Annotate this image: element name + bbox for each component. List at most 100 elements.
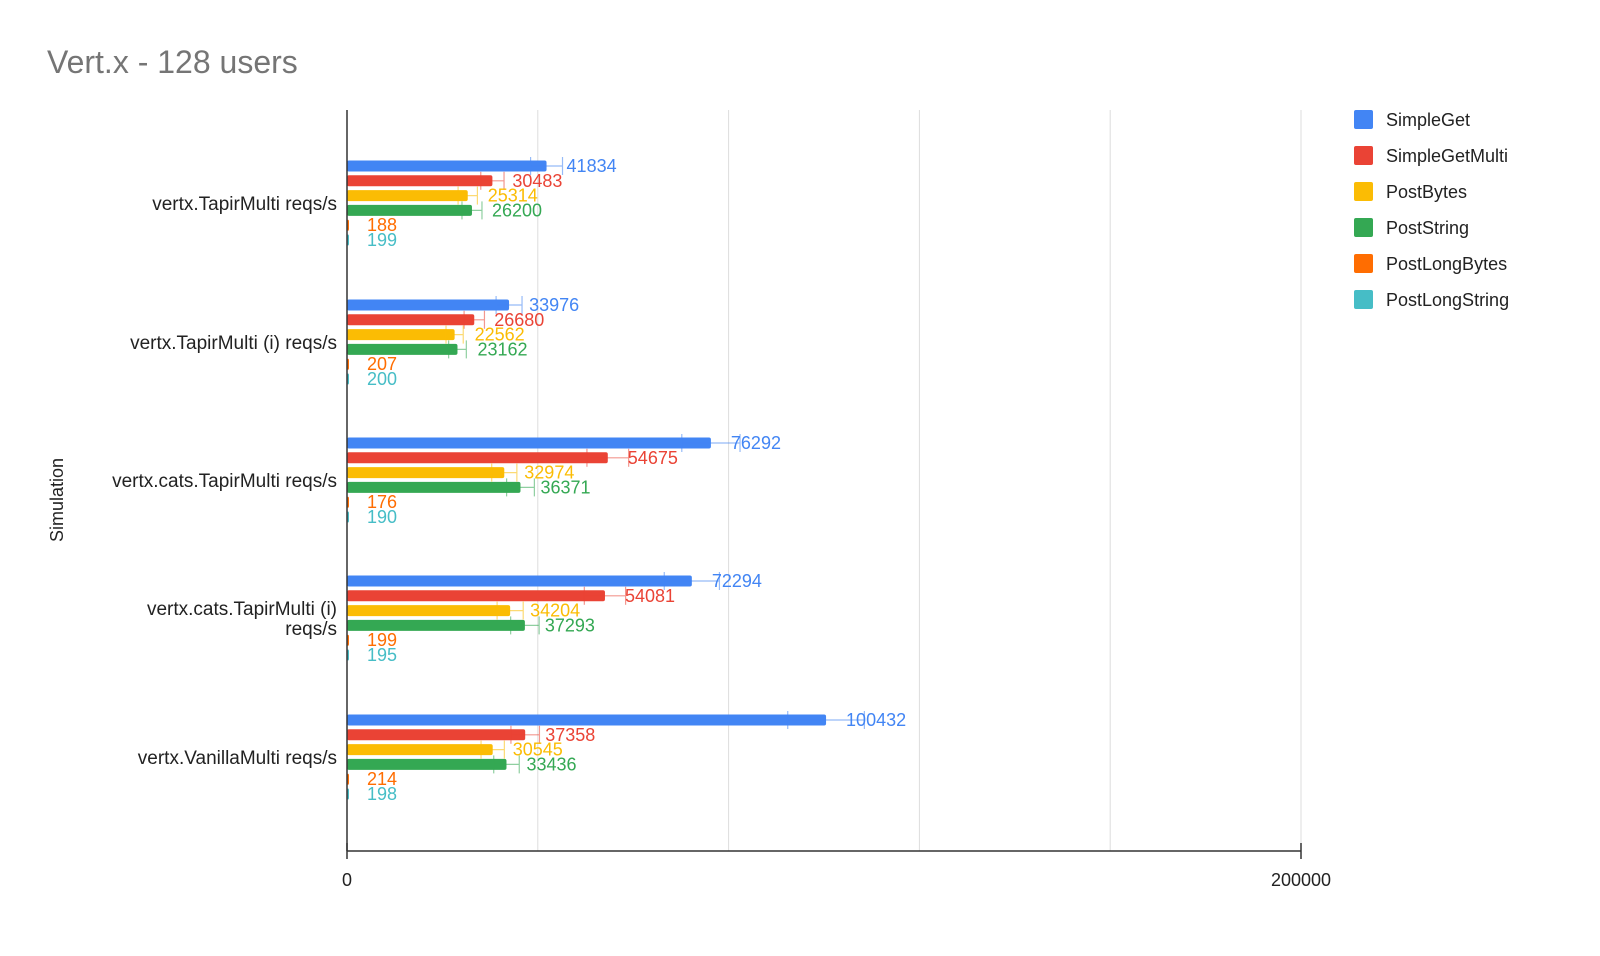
error-bar bbox=[510, 616, 540, 635]
category-label: vertx.TapirMulti reqs/s bbox=[152, 194, 337, 215]
data-label: 37293 bbox=[545, 615, 595, 635]
data-label: 32974 bbox=[524, 463, 574, 483]
data-label: 199 bbox=[367, 630, 397, 650]
legend-swatch bbox=[1354, 218, 1373, 237]
error-bars bbox=[445, 157, 865, 774]
legend-item: SimpleGet bbox=[1354, 110, 1470, 130]
error-bar bbox=[583, 586, 627, 605]
error-bar bbox=[681, 434, 741, 452]
legend-label: PostLongString bbox=[1386, 290, 1509, 310]
bar-simpleget-1 bbox=[347, 160, 547, 172]
data-label: 23162 bbox=[477, 339, 527, 359]
data-labels: 4183430483253142620018819933976266802256… bbox=[367, 156, 906, 804]
legend-item: PostBytes bbox=[1354, 182, 1467, 202]
error-bar bbox=[506, 478, 535, 497]
data-label: 176 bbox=[367, 492, 397, 512]
data-label: 30483 bbox=[512, 171, 562, 191]
x-tick-label: 200000 bbox=[1271, 870, 1331, 890]
category-label: vertx.cats.TapirMulti reqs/s bbox=[112, 471, 337, 492]
legend-label: SimpleGet bbox=[1386, 110, 1470, 130]
bar-poststring-3 bbox=[347, 481, 521, 493]
axes: 0 200000 bbox=[342, 110, 1331, 890]
legend-item: PostLongBytes bbox=[1354, 254, 1507, 274]
error-bar bbox=[480, 740, 505, 759]
data-label: 41834 bbox=[567, 156, 617, 176]
data-label: 190 bbox=[367, 507, 397, 527]
error-bar bbox=[495, 296, 523, 314]
bar-postbytes-1 bbox=[347, 190, 468, 202]
legend-item: PostLongString bbox=[1354, 290, 1509, 310]
bar-postbytes-2 bbox=[347, 329, 455, 341]
data-label: 200 bbox=[367, 369, 397, 389]
legend: SimpleGet SimpleGetMulti PostBytes PostStri… bbox=[1354, 110, 1509, 310]
category-label: vertx.VanillaMulti reqs/s bbox=[138, 748, 337, 769]
data-label: 25314 bbox=[488, 186, 538, 206]
data-label: 199 bbox=[367, 230, 397, 250]
data-label: 37358 bbox=[545, 725, 595, 745]
data-label: 198 bbox=[367, 784, 397, 804]
x-tick-label: 0 bbox=[342, 870, 352, 890]
bar-simplegetmulti-2 bbox=[347, 314, 475, 326]
data-label: 76292 bbox=[731, 433, 781, 453]
bar-simplegetmulti-4 bbox=[347, 590, 605, 602]
data-label: 72294 bbox=[712, 571, 762, 591]
bar-simplegetmulti-1 bbox=[347, 175, 493, 187]
data-label: 26680 bbox=[494, 310, 544, 330]
data-label: 207 bbox=[367, 354, 397, 374]
legend-swatch bbox=[1354, 146, 1373, 165]
data-label: 33976 bbox=[529, 295, 579, 315]
legend-label: SimpleGetMulti bbox=[1386, 146, 1508, 166]
gridlines bbox=[537, 110, 1302, 851]
bar-simpleget-4 bbox=[347, 575, 692, 587]
data-label: 36371 bbox=[540, 477, 590, 497]
error-bar bbox=[448, 340, 467, 359]
error-bar bbox=[463, 310, 486, 329]
data-label: 26200 bbox=[492, 200, 542, 220]
legend-label: PostLongBytes bbox=[1386, 254, 1507, 274]
bar-simpleget-3 bbox=[347, 437, 711, 449]
legend-label: PostString bbox=[1386, 218, 1469, 238]
legend-item: PostString bbox=[1354, 218, 1469, 238]
data-label: 34204 bbox=[530, 601, 580, 621]
bar-poststring-4 bbox=[347, 619, 525, 631]
legend-item: SimpleGetMulti bbox=[1354, 146, 1508, 166]
chart-title: Vert.x - 128 users bbox=[47, 44, 298, 80]
data-label: 100432 bbox=[846, 710, 906, 730]
bar-simpleget-5 bbox=[347, 714, 827, 726]
error-bar bbox=[496, 601, 524, 620]
bar-postbytes-3 bbox=[347, 467, 505, 479]
data-label: 54081 bbox=[625, 586, 675, 606]
error-bar bbox=[586, 448, 630, 467]
bar-simplegetmulti-5 bbox=[347, 729, 526, 741]
bar-postbytes-5 bbox=[347, 744, 493, 756]
error-bar bbox=[461, 201, 483, 220]
legend-swatch bbox=[1354, 110, 1373, 129]
error-bar bbox=[445, 325, 464, 344]
data-label: 30545 bbox=[513, 740, 563, 760]
data-label: 33436 bbox=[526, 754, 576, 774]
bar-simplegetmulti-3 bbox=[347, 452, 608, 464]
error-bar bbox=[663, 572, 721, 590]
data-label: 188 bbox=[367, 215, 397, 235]
legend-swatch bbox=[1354, 254, 1373, 273]
bar-poststring-1 bbox=[347, 204, 472, 216]
error-bar bbox=[491, 463, 518, 482]
error-bar bbox=[493, 755, 520, 774]
y-axis-title: Simulation bbox=[47, 458, 67, 542]
data-label: 22562 bbox=[475, 325, 525, 345]
bars bbox=[347, 160, 827, 800]
error-bar bbox=[787, 711, 865, 729]
category-label: vertx.TapirMulti (i) reqs/s bbox=[130, 333, 337, 354]
data-label: 195 bbox=[367, 645, 397, 665]
data-label: 54675 bbox=[628, 448, 678, 468]
error-bar bbox=[529, 157, 564, 175]
bar-postbytes-4 bbox=[347, 605, 511, 617]
error-bar bbox=[457, 186, 479, 205]
legend-swatch bbox=[1354, 182, 1373, 201]
bar-simpleget-2 bbox=[347, 299, 510, 311]
data-label: 214 bbox=[367, 769, 397, 789]
category-label: vertx.cats.TapirMulti (i) reqs/s bbox=[147, 599, 337, 640]
bar-poststring-5 bbox=[347, 758, 507, 770]
legend-swatch bbox=[1354, 290, 1373, 309]
